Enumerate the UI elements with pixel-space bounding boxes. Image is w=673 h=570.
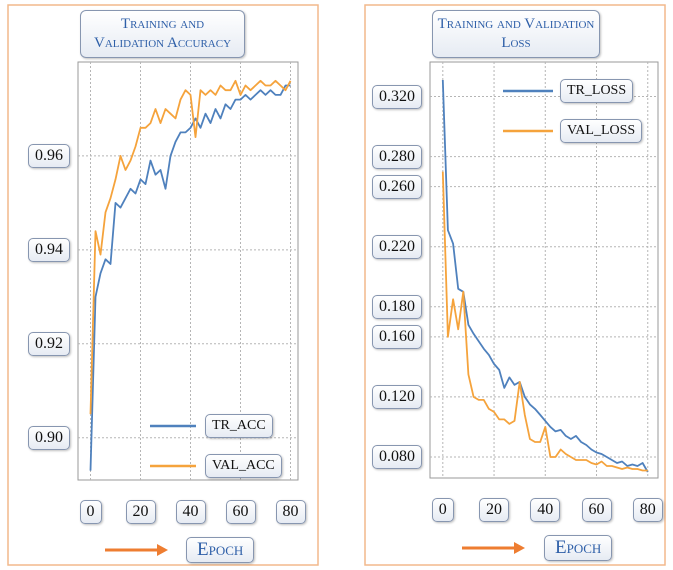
panel-border <box>364 4 666 566</box>
y-tick-label: 0.160 <box>372 324 422 349</box>
legend-label: VAL_ACC <box>205 454 282 478</box>
y-tick-label: 0.080 <box>372 444 422 469</box>
x-tick-label: 40 <box>530 498 561 522</box>
legend-label: TR_ACC <box>205 414 273 438</box>
x-axis-label: Epoch <box>186 537 255 563</box>
series-line <box>89 84 291 471</box>
plot-area <box>77 61 299 481</box>
series-line <box>441 79 649 473</box>
legend-label: VAL_LOSS <box>560 119 643 143</box>
x-tick-label: 60 <box>225 500 256 524</box>
y-tick-label: 0.320 <box>372 84 422 109</box>
y-tick-label: 0.94 <box>28 237 70 262</box>
arrow-head <box>157 544 168 556</box>
x-tick-label: 60 <box>581 498 612 522</box>
x-axis-label: Epoch <box>544 535 613 561</box>
y-tick-label: 0.280 <box>372 144 422 169</box>
legend-label: TR_LOSS <box>560 79 634 103</box>
x-tick-label: 20 <box>479 498 510 522</box>
x-tick-label: 40 <box>175 500 206 524</box>
x-tick-label: 0 <box>431 498 454 522</box>
series-line <box>89 79 292 415</box>
y-tick-label: 0.260 <box>372 174 422 199</box>
x-tick-label: 0 <box>79 500 102 524</box>
y-tick-label: 0.92 <box>28 331 70 356</box>
chart-title: Training and Validation Loss <box>432 10 600 58</box>
series-line <box>441 171 648 472</box>
chart-title: Training and Validation Accuracy <box>80 10 245 58</box>
y-tick-label: 0.180 <box>372 294 422 319</box>
panel-border <box>7 4 319 566</box>
x-tick-label: 80 <box>275 500 306 524</box>
y-tick-label: 0.120 <box>372 384 422 409</box>
y-tick-label: 0.96 <box>28 143 70 168</box>
x-tick-label: 80 <box>632 498 663 522</box>
x-tick-label: 20 <box>125 500 156 524</box>
y-tick-label: 0.220 <box>372 234 422 259</box>
arrow-head <box>514 542 525 554</box>
y-tick-label: 0.90 <box>28 425 70 450</box>
